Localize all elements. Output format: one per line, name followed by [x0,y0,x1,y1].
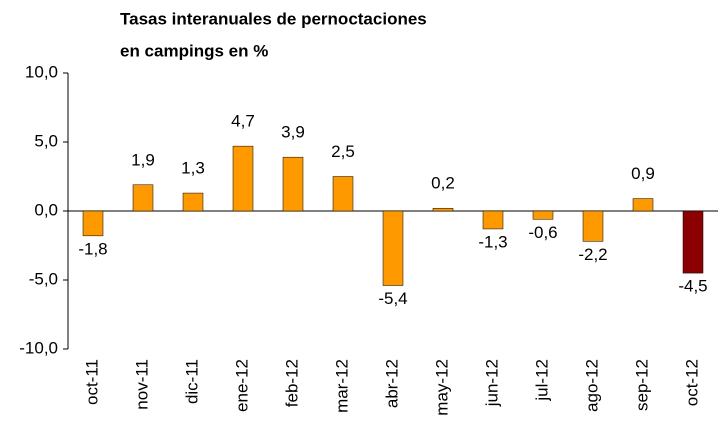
x-tick-label: nov-11 [132,359,151,410]
bar [132,184,154,212]
bar [682,210,704,274]
value-label: 0,2 [431,174,455,193]
value-label: -0,6 [528,223,557,242]
x-tick-label: sep-12 [632,359,651,411]
bar [532,210,554,220]
value-label: 1,3 [181,159,205,178]
value-label: -4,5 [678,277,707,296]
x-tick-label: oct-12 [682,359,701,406]
chart-title: Tasas interanuales de pernoctaciones [120,9,427,28]
value-label: -1,3 [478,232,507,251]
x-tick-label: ene-12 [232,359,251,412]
bar [582,210,604,242]
y-tick-label: 5,0 [34,131,58,150]
x-tick-label: jul-12 [532,359,551,402]
bar [332,176,354,212]
x-tick-label: mar-12 [332,359,351,413]
bar [232,145,254,212]
value-label: 2,5 [331,142,355,161]
bar [82,210,104,237]
x-tick-label: jun-12 [482,359,501,407]
bar [432,207,454,212]
y-tick-label: 0,0 [34,200,58,219]
value-label: 4,7 [231,112,255,131]
x-tick-label: oct-11 [82,359,101,405]
x-tick-label: dic-11 [182,359,201,404]
y-tick-label: -5,0 [29,269,58,288]
x-tick-label: feb-12 [282,359,301,407]
x-tick-label: may-12 [432,359,451,416]
value-label: 3,9 [281,123,305,142]
y-tick-label: 10,0 [25,62,58,81]
value-label: 0,9 [631,164,655,183]
bar [632,198,654,212]
x-tick-label: ago-12 [582,359,601,412]
value-label: -1,8 [78,239,107,258]
y-tick-label: -10,0 [19,338,58,357]
bar [482,210,504,230]
bar [382,210,404,286]
bar [282,156,304,212]
bar [182,192,204,212]
value-label: -2,2 [578,245,607,264]
x-tick-label: abr-12 [382,359,401,408]
value-label: -5,4 [378,289,407,308]
value-label: 1,9 [131,150,155,169]
chart-title: en campings en % [120,41,268,60]
